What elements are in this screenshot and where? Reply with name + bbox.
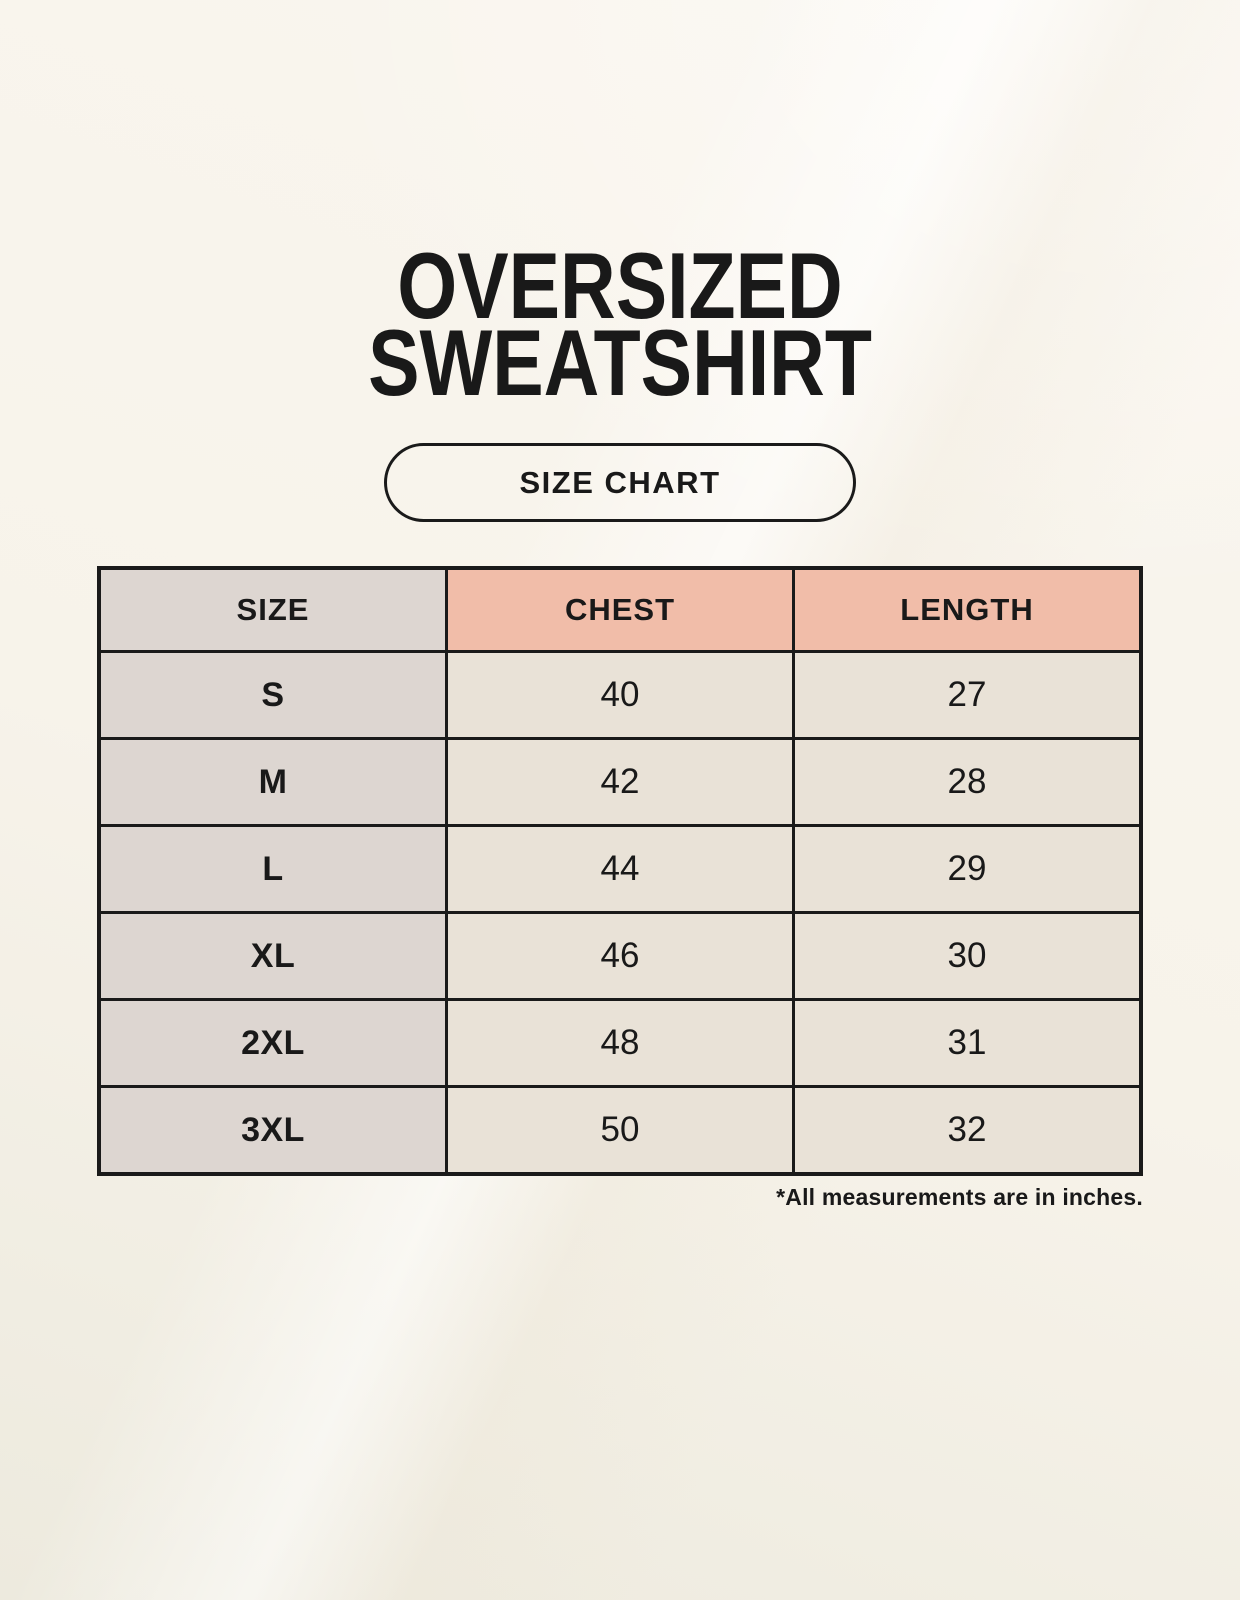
chest-value-2xl: 48 [448, 1001, 792, 1085]
length-value-s: 27 [795, 653, 1139, 737]
column-header-size: SIZE [101, 570, 445, 650]
size-label-l: L [101, 827, 445, 911]
chest-value-m: 42 [448, 740, 792, 824]
page-title: OVERSIZED SWEATSHIRT [112, 233, 1129, 415]
column-header-length: LENGTH [795, 570, 1139, 650]
size-label-m: M [101, 740, 445, 824]
size-label-3xl: 3XL [101, 1088, 445, 1172]
chest-value-xl: 46 [448, 914, 792, 998]
length-value-3xl: 32 [795, 1088, 1139, 1172]
size-label-2xl: 2XL [101, 1001, 445, 1085]
size-chart-table: SIZE CHEST LENGTH S 40 27 M 42 28 L 44 2… [97, 566, 1143, 1176]
chest-value-s: 40 [448, 653, 792, 737]
title-line-1: OVERSIZED [397, 233, 843, 338]
size-chart-badge[interactable]: SIZE CHART [384, 443, 856, 522]
size-label-xl: XL [101, 914, 445, 998]
chest-value-3xl: 50 [448, 1088, 792, 1172]
chest-value-l: 44 [448, 827, 792, 911]
size-label-s: S [101, 653, 445, 737]
length-value-xl: 30 [795, 914, 1139, 998]
length-value-m: 28 [795, 740, 1139, 824]
size-chart-badge-label: SIZE CHART [519, 464, 721, 500]
column-header-chest: CHEST [448, 570, 792, 650]
length-value-l: 29 [795, 827, 1139, 911]
title-line-2: SWEATSHIRT [368, 310, 872, 415]
measurements-footnote: *All measurements are in inches. [776, 1184, 1143, 1210]
length-value-2xl: 31 [795, 1001, 1139, 1085]
